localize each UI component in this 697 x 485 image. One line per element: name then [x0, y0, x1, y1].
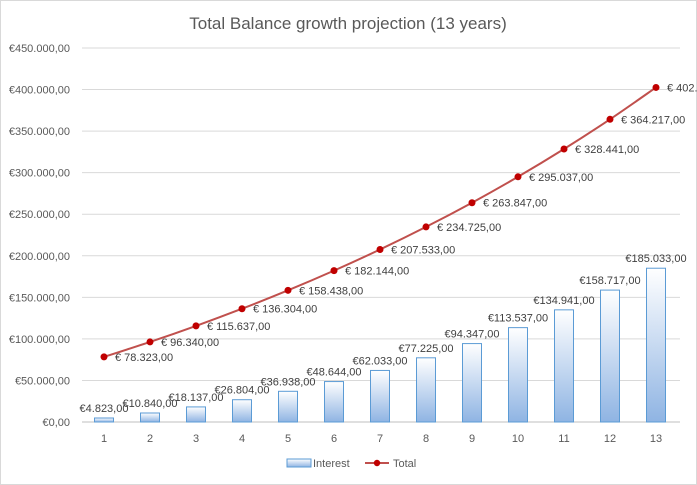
interest-bar	[462, 343, 482, 423]
total-data-label: € 182.144,00	[345, 266, 409, 278]
interest-bar	[600, 289, 620, 423]
interest-data-label: €94.347,00	[444, 329, 499, 341]
x-tick-label: 8	[423, 433, 429, 445]
x-tick-label: 13	[650, 433, 662, 445]
total-data-label: € 136.304,00	[253, 304, 317, 316]
total-marker	[422, 223, 430, 231]
interest-data-label: €185.033,00	[625, 253, 686, 265]
total-marker	[606, 115, 614, 123]
total-marker	[652, 83, 660, 91]
total-data-label: € 263.847,00	[483, 198, 547, 210]
total-data-label: € 78.323,00	[115, 352, 173, 364]
x-tick-label: 6	[331, 433, 337, 445]
y-tick-label: €400.000,00	[9, 85, 70, 97]
total-data-label: € 207.533,00	[391, 245, 455, 257]
total-data-label: € 158.438,00	[299, 285, 363, 297]
interest-data-label: €77.225,00	[398, 343, 453, 355]
x-tick-label: 11	[558, 433, 569, 445]
x-axis: 1 2 3 4 5 6 7 8 9 10 11 12 13	[101, 433, 662, 445]
interest-bar	[416, 357, 436, 423]
x-tick-label: 12	[604, 433, 616, 445]
y-tick-label: €150.000,00	[9, 292, 70, 304]
interest-bar	[370, 369, 390, 423]
interest-bar	[232, 399, 252, 423]
interest-data-label: €134.941,00	[533, 295, 594, 307]
interest-bar	[508, 327, 528, 423]
legend-total-marker	[373, 459, 381, 467]
total-marker	[192, 322, 200, 330]
interest-bar	[554, 309, 574, 423]
total-data-label: € 295.037,00	[529, 172, 593, 184]
interest-data-label: €26.804,00	[214, 385, 269, 397]
total-marker	[284, 286, 292, 294]
legend-interest-label: Interest	[313, 458, 350, 470]
total-marker	[560, 145, 568, 153]
gridlines	[82, 47, 680, 423]
legend-interest-swatch	[286, 458, 312, 468]
data-labels: €4.823,00€10.840,00€18.137,00€26.804,00€…	[80, 82, 697, 415]
y-tick-label: €0,00	[42, 417, 70, 429]
y-tick-label: €350.000,00	[9, 126, 70, 138]
interest-bar	[324, 381, 344, 423]
x-tick-label: 5	[285, 433, 291, 445]
legend-total-label: Total	[393, 458, 416, 470]
total-marker	[514, 173, 522, 181]
y-tick-label: €250.000,00	[9, 209, 70, 221]
interest-data-label: €62.033,00	[352, 355, 407, 367]
total-marker	[330, 267, 338, 275]
total-data-label: € 115.637,00	[207, 321, 270, 333]
interest-data-label: €48.644,00	[306, 367, 361, 379]
interest-data-label: €18.137,00	[168, 392, 223, 404]
x-tick-label: 1	[101, 433, 107, 445]
x-tick-label: 4	[239, 433, 245, 445]
chart-title: Total Balance growth projection (13 year…	[189, 14, 507, 33]
total-data-label: € 234.725,00	[437, 222, 501, 234]
interest-data-label: €10.840,00	[122, 398, 177, 410]
interest-data-label: €158.717,00	[579, 275, 640, 287]
x-tick-label: 7	[377, 433, 383, 445]
interest-bar	[94, 417, 114, 423]
y-tick-label: €50.000,00	[15, 375, 70, 387]
y-tick-label: €450.000,00	[9, 43, 70, 55]
interest-bar	[140, 412, 160, 423]
total-line	[100, 83, 660, 361]
y-axis: €0,00 €50.000,00 €100.000,00 €150.000,00 €20…	[9, 43, 70, 429]
total-data-label: € 328.441,00	[575, 144, 639, 156]
y-tick-label: €100.000,00	[9, 334, 70, 346]
total-marker	[100, 353, 108, 361]
total-data-label: € 96.340,00	[161, 337, 219, 349]
total-marker	[146, 338, 154, 346]
interest-bar	[186, 406, 206, 423]
interest-bar	[278, 390, 298, 423]
legend: Interest Total	[286, 458, 416, 470]
total-marker	[376, 246, 384, 254]
interest-data-label: €36.938,00	[260, 376, 315, 388]
interest-bars	[94, 267, 666, 423]
x-tick-label: 9	[469, 433, 475, 445]
total-data-label: € 402.533,00	[667, 82, 697, 94]
total-data-label: € 364.217,00	[621, 114, 685, 126]
x-tick-label: 3	[193, 433, 199, 445]
interest-bar	[646, 267, 666, 423]
y-tick-label: €300.000,00	[9, 168, 70, 180]
interest-data-label: €113.537,00	[488, 313, 548, 325]
x-tick-label: 10	[512, 433, 524, 445]
total-marker	[238, 305, 246, 313]
y-tick-label: €200.000,00	[9, 251, 70, 263]
interest-data-label: €4.823,00	[80, 403, 129, 415]
x-tick-label: 2	[147, 433, 153, 445]
total-marker	[468, 199, 476, 207]
